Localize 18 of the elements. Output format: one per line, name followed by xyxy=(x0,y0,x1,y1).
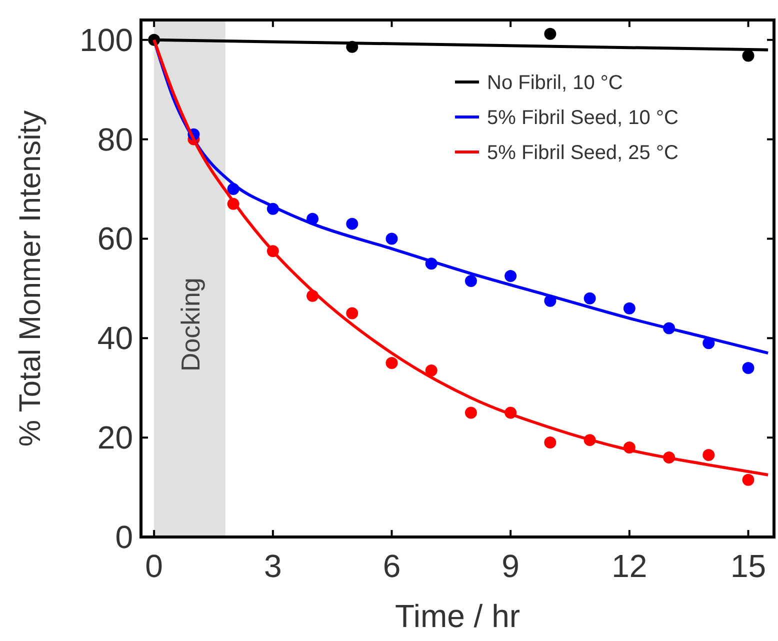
y-tick-label: 60 xyxy=(97,220,133,257)
x-axis-title: Time / hr xyxy=(394,598,520,634)
y-tick-label: 80 xyxy=(97,121,133,158)
legend-label: 5% Fibril Seed, 10 °C xyxy=(487,107,678,129)
legend-label: 5% Fibril Seed, 25 °C xyxy=(487,142,678,164)
y-tick-label: 100 xyxy=(80,22,133,58)
x-tick-label: 0 xyxy=(145,548,163,584)
y-tick-label: 20 xyxy=(97,420,133,456)
legend-label: No Fibril, 10 °C xyxy=(487,72,623,94)
y-axis-title: % Total Monmer Intensity xyxy=(14,110,47,447)
x-tick-label: 6 xyxy=(382,548,401,584)
y-tick-label: 40 xyxy=(97,320,133,356)
band-label: Docking xyxy=(176,278,206,372)
x-tick-label: 9 xyxy=(502,548,520,584)
y-tick-label: 0 xyxy=(115,519,133,555)
x-tick-label: 15 xyxy=(730,548,766,584)
x-tick-label: 12 xyxy=(612,548,648,584)
x-tick-label: 3 xyxy=(264,548,282,584)
